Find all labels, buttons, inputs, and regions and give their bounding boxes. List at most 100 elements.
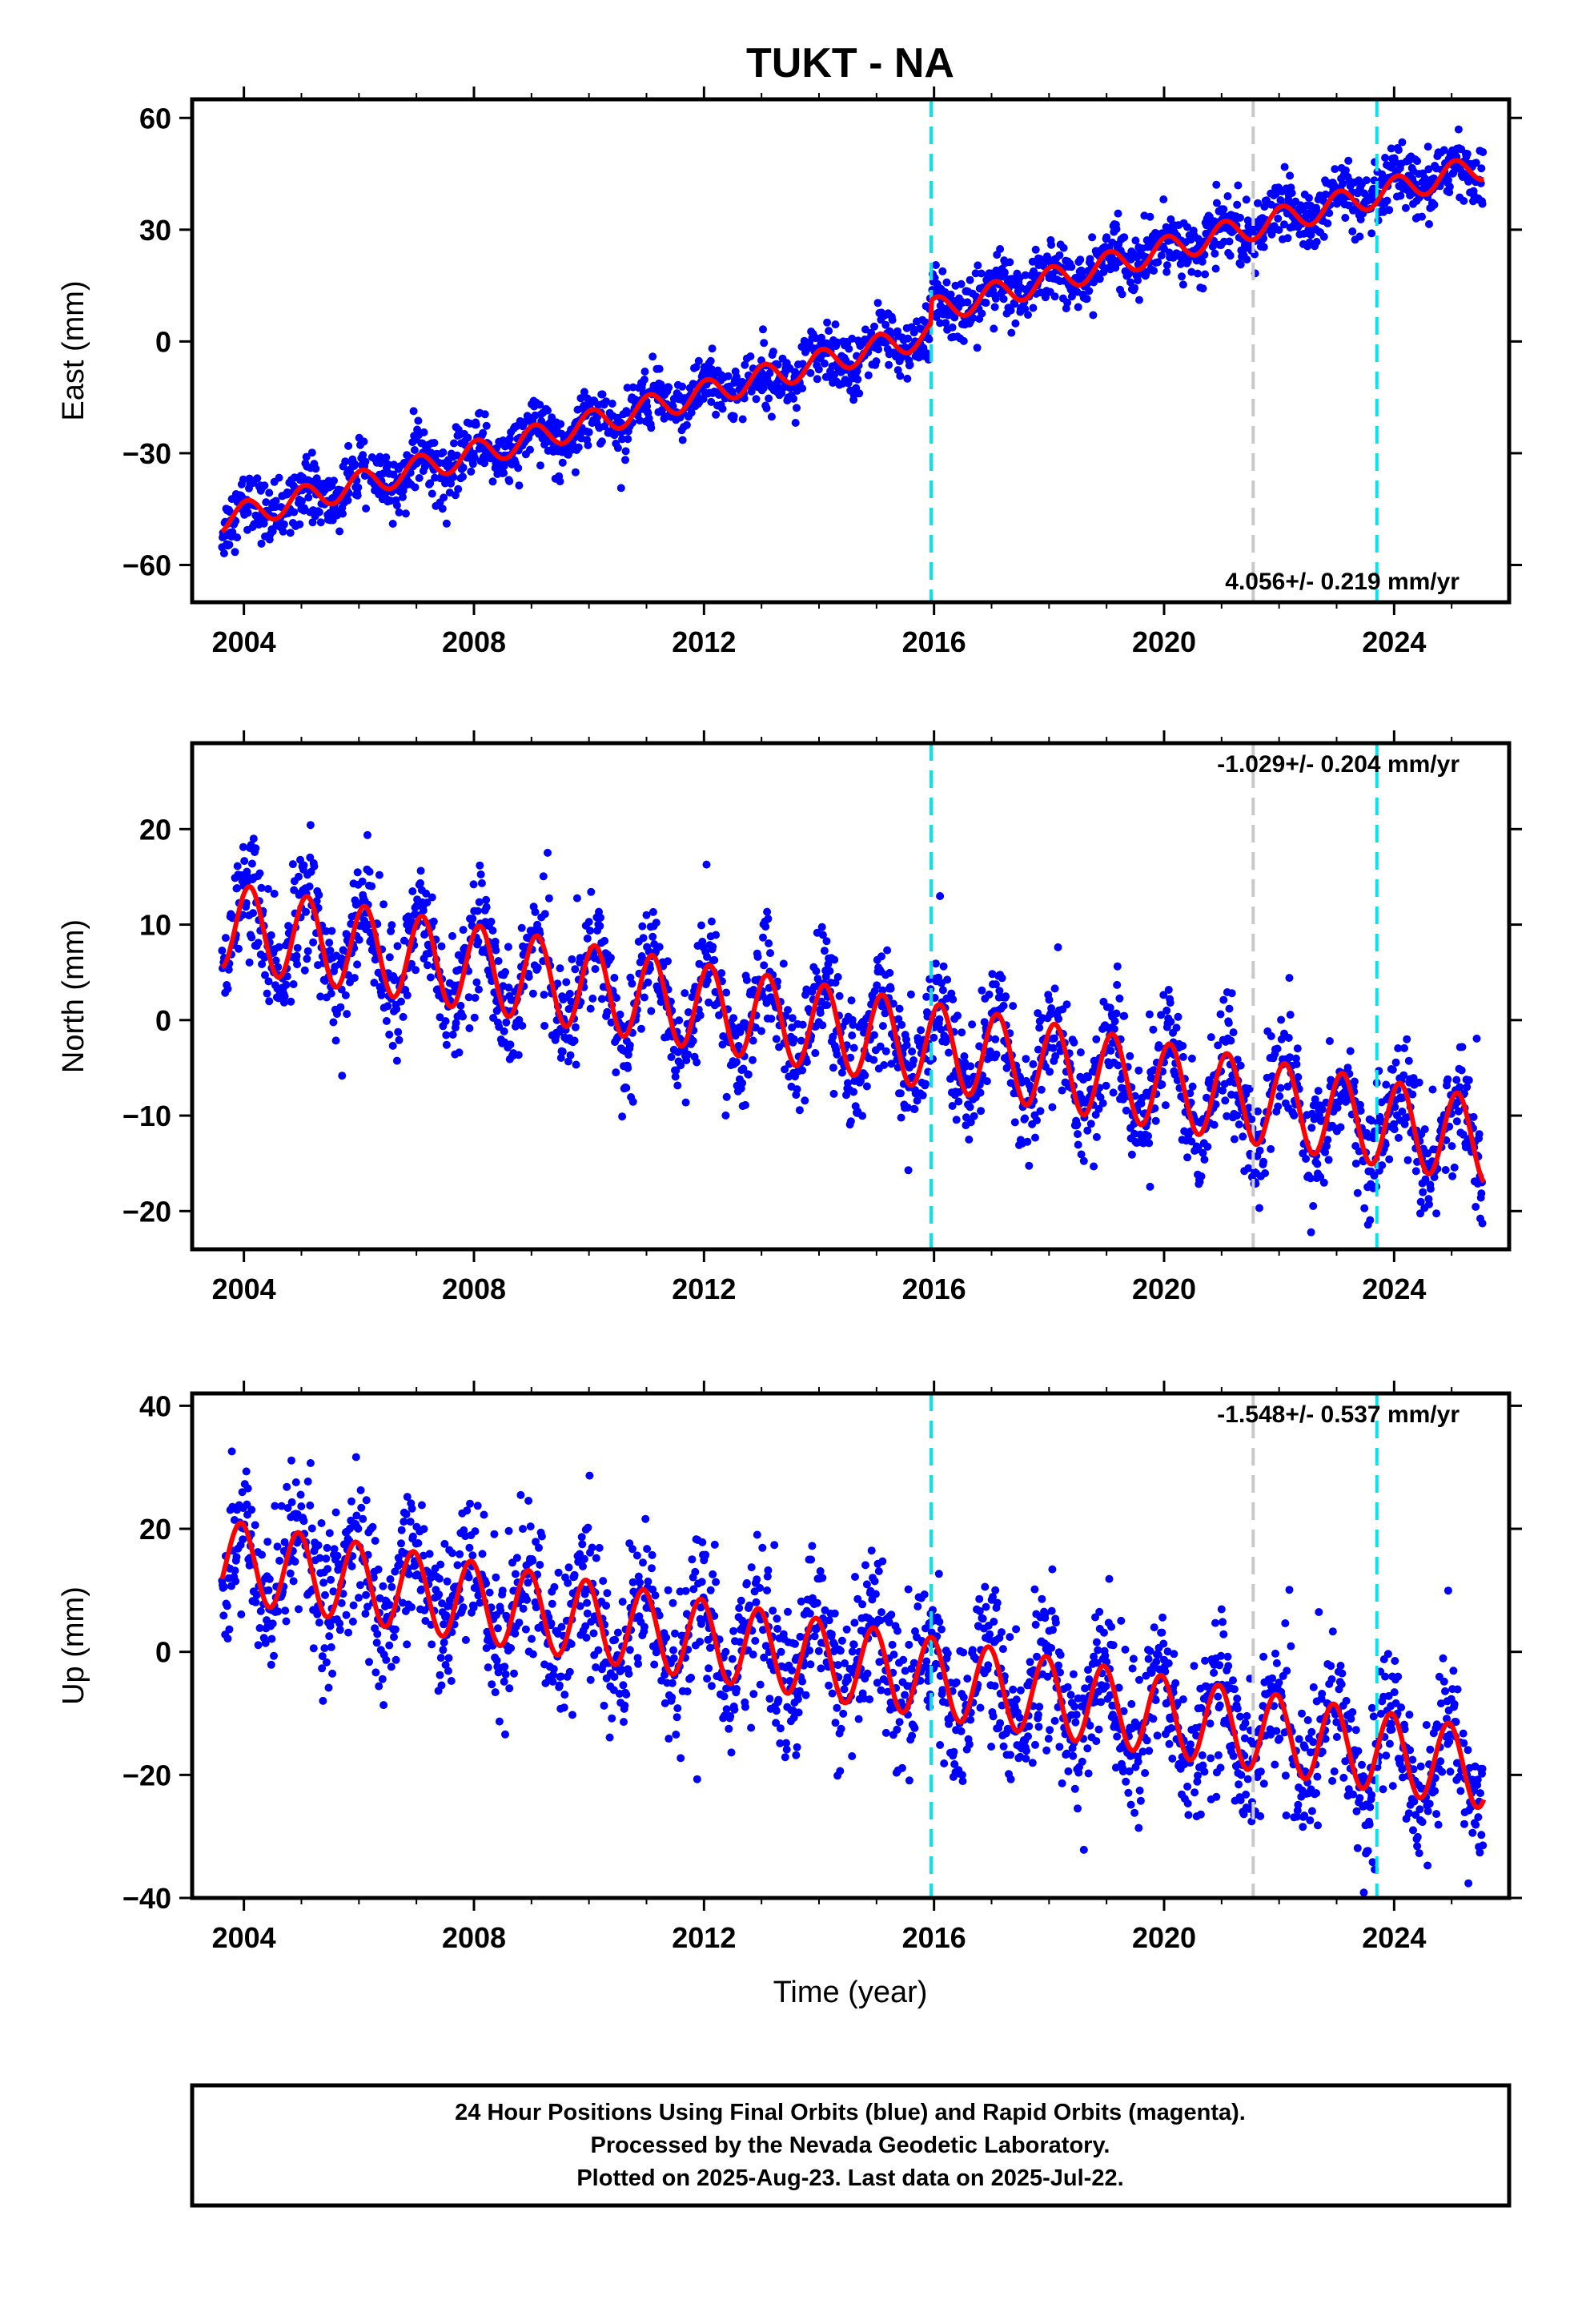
data-point xyxy=(1280,220,1288,229)
data-point xyxy=(281,1606,290,1615)
data-point xyxy=(1302,1155,1311,1163)
data-point xyxy=(708,344,717,353)
data-point xyxy=(873,981,881,990)
data-point xyxy=(420,1525,428,1534)
data-point xyxy=(729,412,738,420)
data-point xyxy=(603,1007,612,1016)
data-point xyxy=(918,1091,927,1100)
data-point xyxy=(908,1047,917,1055)
data-point xyxy=(470,1013,479,1022)
data-point xyxy=(227,1447,236,1456)
data-point xyxy=(1450,1163,1459,1172)
data-point xyxy=(597,995,606,1003)
data-point xyxy=(1210,1120,1219,1129)
data-point xyxy=(1110,1024,1118,1033)
data-point xyxy=(388,1041,397,1050)
data-point xyxy=(938,986,947,995)
data-point xyxy=(1122,1106,1130,1115)
data-point xyxy=(379,1701,388,1710)
data-point xyxy=(505,476,514,485)
data-point xyxy=(1356,1107,1365,1115)
data-point xyxy=(371,1668,380,1677)
y-tick-label: −20 xyxy=(122,1195,171,1228)
data-point xyxy=(452,451,461,460)
data-point xyxy=(280,992,289,1001)
data-point xyxy=(327,1575,335,1584)
data-points xyxy=(218,821,1487,1236)
data-point xyxy=(541,1679,550,1687)
data-point xyxy=(540,991,548,999)
data-point xyxy=(1463,150,1472,159)
data-point xyxy=(1244,1164,1253,1172)
data-point xyxy=(877,1002,886,1011)
data-point xyxy=(1344,156,1353,165)
data-point xyxy=(493,1624,502,1633)
data-point xyxy=(789,394,798,403)
data-point xyxy=(488,927,497,935)
data-point xyxy=(1343,1063,1352,1072)
data-point xyxy=(697,921,705,930)
data-point xyxy=(363,830,371,839)
data-point xyxy=(733,372,741,381)
data-point xyxy=(1157,251,1166,260)
data-point xyxy=(597,437,606,446)
data-point xyxy=(585,1471,594,1480)
data-point xyxy=(243,509,252,517)
data-point xyxy=(1051,1051,1060,1060)
data-point xyxy=(577,1533,586,1542)
data-point xyxy=(453,1561,462,1570)
data-point xyxy=(526,1522,535,1531)
data-point xyxy=(1082,295,1091,304)
data-point xyxy=(1452,1117,1461,1126)
data-point xyxy=(1350,1077,1359,1086)
data-point xyxy=(802,1058,811,1067)
data-point xyxy=(219,549,228,557)
data-point xyxy=(1259,243,1268,251)
data-point xyxy=(469,880,478,889)
data-point xyxy=(333,1551,342,1560)
data-point xyxy=(504,943,512,951)
data-point xyxy=(361,1610,370,1618)
data-point xyxy=(1109,1088,1118,1097)
data-point xyxy=(712,410,721,419)
data-point xyxy=(1331,165,1339,174)
data-point xyxy=(1233,200,1242,209)
data-point xyxy=(1126,278,1134,287)
data-point xyxy=(1403,1156,1412,1164)
data-point xyxy=(306,821,315,830)
data-point xyxy=(1423,143,1432,151)
data-point xyxy=(386,1575,395,1583)
data-point xyxy=(549,1665,558,1674)
data-point xyxy=(262,498,271,507)
data-point xyxy=(798,360,807,368)
data-point xyxy=(1316,1172,1325,1181)
data-point xyxy=(400,1518,408,1526)
data-point xyxy=(1048,1103,1057,1112)
data-point xyxy=(1074,1130,1082,1139)
data-point xyxy=(440,1539,449,1548)
data-point xyxy=(883,946,892,955)
data-point xyxy=(767,412,776,421)
data-point xyxy=(762,404,771,412)
data-point xyxy=(1292,1059,1301,1068)
data-point xyxy=(709,943,717,951)
data-point xyxy=(1318,1105,1327,1114)
data-point xyxy=(347,1562,356,1570)
data-point xyxy=(943,975,952,984)
data-point xyxy=(1356,1100,1364,1109)
data-point xyxy=(846,1117,855,1126)
data-point xyxy=(1074,303,1082,312)
data-point xyxy=(572,894,581,903)
data-point xyxy=(1267,1031,1275,1040)
data-point xyxy=(390,1633,398,1642)
data-point xyxy=(1134,1066,1143,1075)
data-point xyxy=(302,907,311,916)
data-point xyxy=(382,1655,391,1664)
data-point xyxy=(1404,1056,1413,1065)
data-point xyxy=(938,267,947,275)
data-point xyxy=(291,1558,299,1566)
data-point xyxy=(263,1538,272,1546)
data-point xyxy=(781,1065,789,1074)
data-point xyxy=(889,999,897,1008)
data-point xyxy=(1142,236,1151,244)
